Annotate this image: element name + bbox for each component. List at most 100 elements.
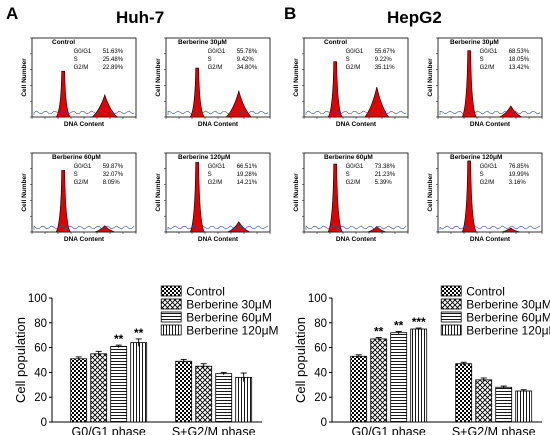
legend-swatch (440, 311, 462, 323)
bar (90, 353, 108, 423)
phase-name: G0/G1 (480, 49, 498, 55)
histogram-ylabel: Cell Number (293, 173, 300, 212)
g0-g1-peak (461, 50, 477, 118)
phase-value: 66.51% (237, 164, 258, 170)
y-tick-label: 80 (34, 318, 47, 330)
bar (350, 355, 368, 423)
significance-marker: ** (134, 326, 144, 340)
phase-name: G0/G1 (346, 49, 364, 55)
histogram-frame (303, 152, 409, 233)
phase-value: 9.22% (375, 57, 393, 63)
legend-label: Berberine 120μM (466, 324, 550, 338)
g0-g1-peak (55, 170, 71, 233)
histogram-label: Berberine 60μM (52, 154, 101, 161)
phase-name: S (480, 172, 484, 178)
phase-value: 19.28% (237, 172, 258, 178)
phase-name: G2/M (208, 65, 223, 71)
phase-name: G0/G1 (480, 164, 498, 170)
histogram-label: Berberine 120μM (178, 154, 230, 161)
histogram-xlabel: DNA Content (336, 236, 377, 243)
bar (130, 342, 148, 423)
significance-marker: *** (412, 315, 426, 329)
y-tick-label: 40 (314, 367, 327, 379)
histogram-plot: Control G0/G1 55.67% S 9.22% G2/M 35.11% DNA Co… (293, 37, 409, 128)
phase-name: S (208, 172, 212, 178)
phase-name: S (346, 57, 350, 63)
histogram-plot: Berberine 120μM G0/G1 76.85% S 19.99% G2/M 3.1… (427, 152, 543, 243)
phase-name: S (74, 57, 78, 63)
g0-g1-peak (189, 67, 205, 118)
phase-value: 21.23% (375, 172, 396, 178)
phase-value: 3.16% (509, 180, 527, 186)
legend-swatch (160, 285, 182, 297)
phase-value: 76.85% (509, 164, 530, 170)
phase-value: 32.07% (103, 172, 124, 178)
g0-g1-peak (327, 163, 343, 233)
x-tick-label: S+G2/M phase (452, 425, 536, 435)
legend-label: Berberine 120μM (186, 324, 278, 338)
legend-label: Berberine 60μM (186, 311, 272, 325)
histogram-plot: Berberine 30μM G0/G1 68.53% S 18.05% G2/M 13.4… (427, 37, 543, 128)
y-tick-label: 100 (28, 293, 47, 305)
g2-m-peak (501, 227, 520, 233)
legend-swatch (160, 298, 182, 310)
legend-swatch (440, 298, 462, 310)
panel-a-letter: A (6, 4, 19, 23)
phase-value: 14.21% (237, 180, 258, 186)
legend-swatch (160, 311, 182, 323)
histogram-label: Berberine 120μM (450, 154, 502, 161)
histogram-frame (437, 152, 543, 233)
phase-value: 55.67% (375, 49, 396, 55)
histogram-plot: Berberine 30μM G0/G1 55.78% S 9.42% G2/M 34.80… (155, 37, 271, 128)
phase-name: S (346, 172, 350, 178)
histogram-xlabel: DNA Content (470, 121, 511, 128)
bar (410, 328, 428, 423)
fit-line (305, 110, 407, 115)
bar (370, 338, 388, 423)
g2-m-peak (94, 225, 115, 233)
bar (515, 390, 533, 423)
legend-label: Control (186, 285, 225, 299)
histogram-frame (165, 37, 271, 118)
phase-value: 13.42% (509, 65, 530, 71)
bar (70, 358, 88, 423)
histogram-xlabel: DNA Content (64, 236, 105, 243)
phase-value: 51.63% (103, 49, 124, 55)
phase-value: 18.05% (509, 57, 530, 63)
phase-value: 35.11% (375, 65, 396, 71)
legend-swatch (440, 324, 462, 336)
histogram-xlabel: DNA Content (336, 121, 377, 128)
phase-name: G0/G1 (208, 164, 226, 170)
histogram-xlabel: DNA Content (470, 236, 511, 243)
phase-value: 68.53% (509, 49, 530, 55)
phase-name: G2/M (346, 65, 361, 71)
x-tick-label: S+G2/M phase (172, 425, 256, 435)
panel-b-title: HepG2 (387, 8, 442, 27)
histogram-ylabel: Cell Number (21, 173, 28, 212)
histogram-frame (31, 37, 137, 118)
phase-name: S (480, 57, 484, 63)
histogram-xlabel: DNA Content (198, 236, 239, 243)
bar (110, 345, 128, 423)
histogram-xlabel: DNA Content (198, 121, 239, 128)
panel-a-title: Huh-7 (116, 8, 165, 27)
x-tick-label: G0/G1 phase (72, 425, 146, 435)
g0-g1-peak (55, 70, 71, 118)
legend-label: Control (466, 285, 505, 299)
histogram-label: Berberine 30μM (450, 39, 499, 46)
phase-value: 9.42% (237, 57, 255, 63)
phase-name: G2/M (480, 180, 495, 186)
y-axis-label: Cell population (13, 317, 28, 403)
bar (215, 373, 233, 423)
bar (455, 363, 473, 423)
legend-swatch (160, 324, 182, 336)
histogram-label: Berberine 60μM (324, 154, 373, 161)
histogram-ylabel: Cell Number (155, 58, 162, 97)
histogram-xlabel: DNA Content (64, 121, 105, 128)
bar (235, 376, 253, 423)
y-tick-label: 60 (34, 343, 47, 355)
phase-value: 55.78% (237, 49, 258, 55)
